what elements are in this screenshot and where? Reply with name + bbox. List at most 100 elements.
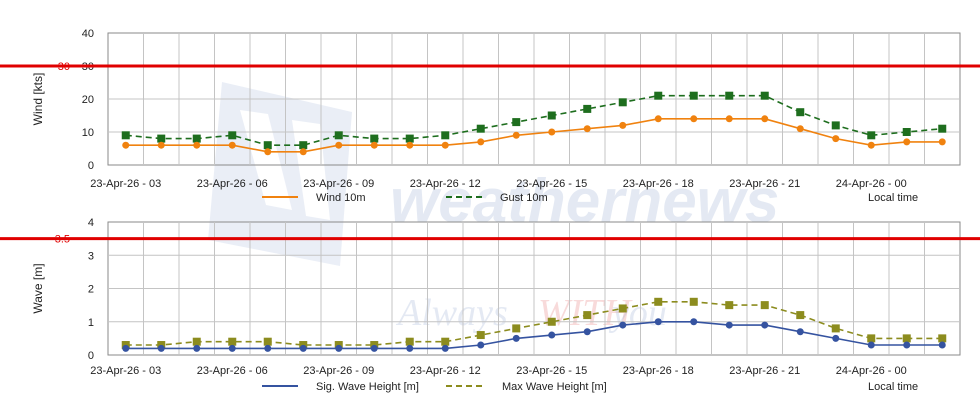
wave-series-2-point	[654, 297, 663, 306]
wind-series-2-point	[476, 124, 485, 133]
wind-series-2-point	[121, 131, 130, 140]
wind-series-1-point	[867, 141, 875, 149]
wave-series-1-point	[193, 344, 201, 352]
wind-series-1-point	[796, 125, 804, 133]
wave-xtick-label: 23-Apr-26 - 06	[197, 365, 268, 377]
wind-series-2-point	[938, 124, 947, 133]
wave-series-1-point	[690, 318, 698, 326]
wind-series-1-point	[690, 115, 698, 123]
wave-series-2-point	[867, 334, 876, 343]
wave-series-1-point	[370, 344, 378, 352]
wind-series-2-point	[334, 131, 343, 140]
wind-series-1-point	[406, 141, 414, 149]
wave-ytick-label: 2	[88, 284, 94, 296]
wind-series-2-point	[299, 141, 308, 150]
wave-series-1-point	[619, 321, 627, 329]
wind-threshold-label: 30	[58, 61, 70, 73]
wind-legend-local-time: Local time	[868, 192, 918, 204]
wind-series-2-point	[405, 134, 414, 143]
wind-ytick-label: 40	[82, 28, 94, 40]
wave-legend-label-2: Max Wave Height [m]	[502, 381, 607, 393]
wave-series-1-point	[264, 344, 272, 352]
wave-series-2-point	[405, 337, 414, 346]
wave-series-1-point	[903, 341, 911, 349]
wave-series-2-point	[938, 334, 947, 343]
wave-series-1-point	[583, 328, 591, 336]
wave-series-1-point	[938, 341, 946, 349]
wave-xtick-label: 23-Apr-26 - 09	[303, 365, 374, 377]
wind-series-2-point	[583, 104, 592, 113]
wind-legend-label-1: Wind 10m	[316, 192, 366, 204]
wind-series-2-point	[263, 141, 272, 150]
wind-series-2-point	[618, 98, 627, 107]
wave-series-1-point	[406, 344, 414, 352]
wave-series-1-point	[122, 344, 130, 352]
wind-series-2-point	[689, 91, 698, 100]
wave-y-axis-title: Wave [m]	[31, 263, 45, 313]
wind-series-1-point	[903, 138, 911, 146]
wave-series-1-point	[228, 344, 236, 352]
wave-chart: 0 1 2 3 4 3.5 Wave [m] 23-Apr-26 - 03 23-Apr-26 …	[0, 217, 980, 393]
watermark-layer: weathernews Always WITH you	[208, 82, 779, 334]
wind-y-axis-title: Wind [kts]	[31, 73, 45, 126]
wave-series-2-point	[441, 337, 450, 346]
watermark-brand: weathernews	[390, 167, 779, 236]
wind-series-2-point	[831, 121, 840, 130]
wind-xtick-label: 23-Apr-26 - 21	[729, 178, 800, 190]
wave-xtick-label: 23-Apr-26 - 18	[623, 365, 694, 377]
wave-threshold-label: 3.5	[55, 234, 70, 246]
wind-series-1-point	[157, 141, 165, 149]
wave-series-2-point	[476, 331, 485, 340]
wind-series-1-point	[619, 121, 627, 129]
wave-ytick-label: 3	[88, 250, 94, 262]
wave-series-1-line	[125, 320, 943, 350]
wind-series-1-point	[264, 148, 272, 156]
wind-series-1-line	[125, 118, 943, 153]
wind-series-1-point	[761, 115, 769, 123]
wind-series-1-point	[938, 138, 946, 146]
wind-xtick-label: 23-Apr-26 - 15	[516, 178, 587, 190]
wave-series-2-point	[725, 301, 734, 310]
wind-series-1-point	[335, 141, 343, 149]
wave-series-2-point	[263, 337, 272, 346]
wind-series-2-point	[192, 134, 201, 143]
wind-series-2-point	[654, 91, 663, 100]
wind-series-1-point	[512, 131, 520, 139]
wave-series-2-point	[547, 317, 556, 326]
wind-series-1-point	[477, 138, 485, 146]
wind-ytick-label: 10	[82, 127, 94, 139]
wind-chart: 01020304030Wind [kts]23-Apr-26 - 0323-Ap…	[0, 28, 980, 204]
wave-xtick-label: 23-Apr-26 - 12	[410, 365, 481, 377]
wave-series-2-point	[512, 324, 521, 333]
wave-series-1-point	[867, 341, 875, 349]
wave-xtick-label: 23-Apr-26 - 21	[729, 365, 800, 377]
wave-xtick-label: 24-Apr-26 - 00	[836, 365, 907, 377]
wind-xtick-label: 23-Apr-26 - 09	[303, 178, 374, 190]
wave-series-2-point	[618, 304, 627, 313]
wind-series-1-point	[299, 148, 307, 156]
wave-series-1-point	[335, 344, 343, 352]
wave-xtick-label: 23-Apr-26 - 03	[90, 365, 161, 377]
wave-series-1-point	[477, 341, 485, 349]
wind-series-1-point	[370, 141, 378, 149]
wave-series-2-point	[831, 324, 840, 333]
wind-xtick-label: 24-Apr-26 - 00	[836, 178, 907, 190]
wave-series-1-point	[654, 318, 662, 326]
wave-ytick-label: 1	[88, 317, 94, 329]
wind-xtick-label: 23-Apr-26 - 12	[410, 178, 481, 190]
wind-series-1-point	[228, 141, 236, 149]
wind-series-1-point	[725, 115, 733, 123]
wave-series-1-point	[299, 344, 307, 352]
wind-series-1-point	[122, 141, 130, 149]
wind-series-2-point	[370, 134, 379, 143]
wave-legend-label-1: Sig. Wave Height [m]	[316, 381, 419, 393]
wave-series-2-point	[228, 337, 237, 346]
wave-series-1-point	[725, 321, 733, 329]
wind-series-1-point	[193, 141, 201, 149]
wind-series-2-point	[867, 131, 876, 140]
wave-series-2-point	[689, 297, 698, 306]
wind-series-1-point	[832, 135, 840, 143]
wind-series-2-line	[125, 94, 943, 146]
wind-xtick-label: 23-Apr-26 - 06	[197, 178, 268, 190]
